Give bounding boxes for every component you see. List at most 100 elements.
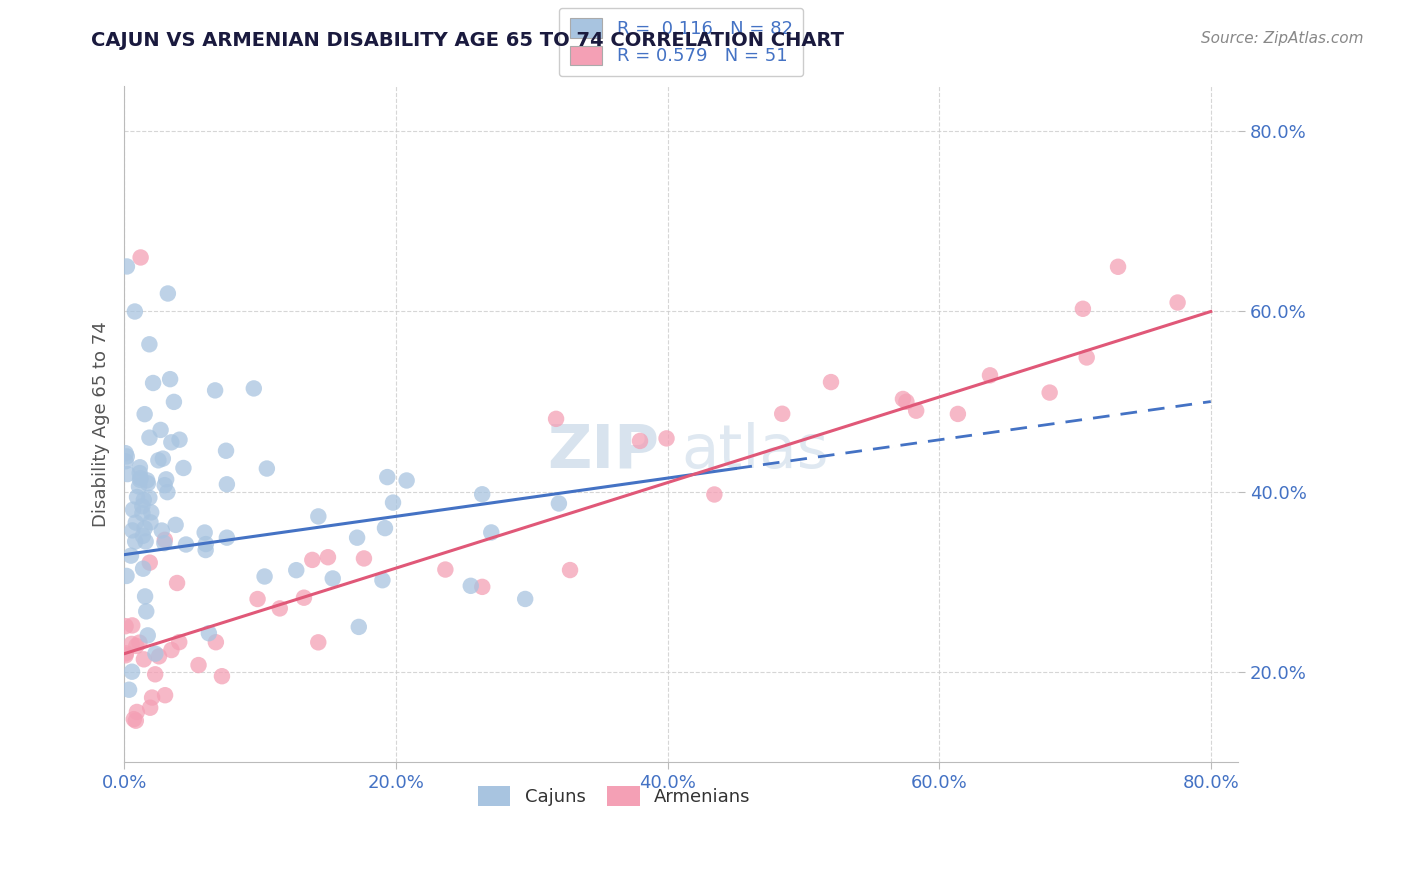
Point [353, 551, 375, 566]
Point [770, 407, 793, 421]
Point [346, 531, 368, 545]
Point [136, 476, 159, 491]
Text: Source: ZipAtlas.com: Source: ZipAtlas.com [1201, 31, 1364, 46]
Point [114, 648, 136, 663]
Point [301, 553, 323, 567]
Point [471, 580, 494, 594]
Point [121, 665, 143, 679]
Point [120, 549, 142, 563]
Point [395, 474, 418, 488]
Point [135, 604, 157, 618]
Point [285, 563, 308, 577]
Point [121, 637, 143, 651]
Point [115, 260, 138, 274]
Point [375, 470, 398, 484]
Point [153, 533, 176, 547]
Point [139, 700, 162, 714]
Point [114, 446, 136, 460]
Point [979, 368, 1001, 383]
Point [122, 502, 145, 516]
Point [166, 576, 188, 591]
Text: ZIP: ZIP [547, 422, 659, 481]
Point [1167, 295, 1189, 310]
Point [132, 652, 155, 666]
Point [153, 688, 176, 702]
Point [152, 451, 174, 466]
Point [292, 591, 315, 605]
Point [159, 372, 181, 386]
Point [515, 591, 537, 606]
Point [114, 454, 136, 468]
Point [128, 479, 150, 493]
Point [198, 626, 221, 640]
Point [136, 628, 159, 642]
Point [655, 431, 678, 445]
Point [165, 517, 187, 532]
Point [136, 474, 159, 488]
Point [128, 635, 150, 649]
Point [628, 434, 651, 448]
Point [138, 556, 160, 570]
Point [253, 569, 276, 583]
Point [1039, 385, 1062, 400]
Point [322, 572, 344, 586]
Point [138, 491, 160, 505]
Point [434, 563, 457, 577]
Point [125, 705, 148, 719]
Point [211, 669, 233, 683]
Point [174, 537, 197, 551]
Point [138, 337, 160, 351]
Point [156, 485, 179, 500]
Point [114, 619, 136, 633]
Point [132, 562, 155, 576]
Point [896, 394, 918, 409]
Point [460, 579, 482, 593]
Point [269, 601, 291, 615]
Point [172, 461, 194, 475]
Point [169, 433, 191, 447]
Point [149, 423, 172, 437]
Point [134, 407, 156, 421]
Point [471, 487, 494, 501]
Point [153, 478, 176, 492]
Point [204, 384, 226, 398]
Point [187, 658, 209, 673]
Point [150, 524, 173, 538]
Point [479, 525, 502, 540]
Point [117, 467, 139, 481]
Point [160, 435, 183, 450]
Point [256, 461, 278, 475]
Point [135, 534, 157, 549]
Point [163, 395, 186, 409]
Point [820, 375, 842, 389]
Point [129, 473, 152, 487]
Point [141, 690, 163, 705]
Point [131, 506, 153, 520]
Point [160, 643, 183, 657]
Point [307, 635, 329, 649]
Text: atlas: atlas [681, 422, 828, 481]
Point [153, 536, 176, 550]
Point [129, 471, 152, 485]
Point [546, 412, 568, 426]
Point [558, 563, 581, 577]
Point [115, 646, 138, 660]
Point [134, 521, 156, 535]
Point [138, 431, 160, 445]
Point [121, 524, 143, 538]
Point [1071, 301, 1094, 316]
Point [548, 496, 571, 510]
Legend: Cajuns, Armenians: Cajuns, Armenians [471, 780, 758, 814]
Point [371, 573, 394, 587]
Point [194, 543, 217, 558]
Point [194, 525, 217, 540]
Point [139, 516, 162, 530]
Point [148, 453, 170, 467]
Point [382, 495, 405, 509]
Point [946, 407, 969, 421]
Point [118, 682, 141, 697]
Text: CAJUN VS ARMENIAN DISABILITY AGE 65 TO 74 CORRELATION CHART: CAJUN VS ARMENIAN DISABILITY AGE 65 TO 7… [91, 31, 845, 50]
Point [129, 251, 152, 265]
Point [1076, 351, 1098, 365]
Y-axis label: Disability Age 65 to 74: Disability Age 65 to 74 [93, 321, 110, 527]
